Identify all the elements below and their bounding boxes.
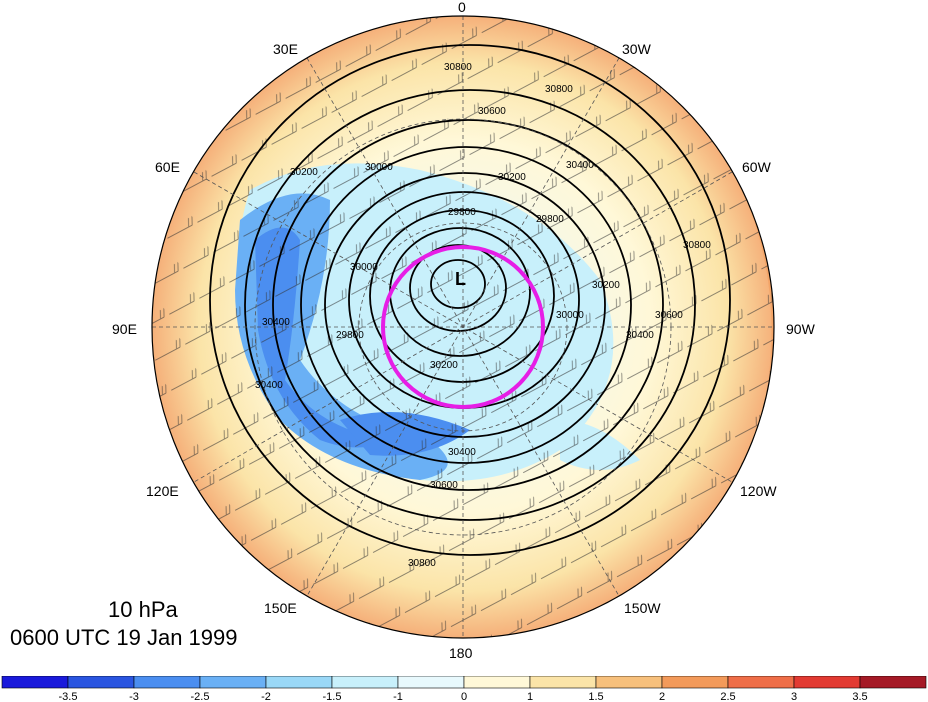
contour-label: 30200: [430, 360, 458, 371]
contour-label: 30000: [350, 262, 378, 273]
lon-label-60e: 60E: [155, 159, 180, 175]
colorbar-swatch: [1, 676, 69, 689]
colorbar-swatch: [133, 676, 201, 689]
lon-label-90e: 90E: [112, 321, 137, 337]
contour-label: 30400: [448, 447, 476, 458]
pressure-level-title: 10 hPa: [108, 597, 178, 622]
colorbar-tick-label: 3.5: [852, 691, 867, 702]
map-boundary: [151, 15, 775, 639]
contour-label: 30800: [408, 558, 436, 569]
contour-label: 30400: [626, 330, 654, 341]
contour-label: 29800: [336, 330, 364, 341]
colorbar-swatch: [331, 676, 399, 689]
contour-label: 30600: [430, 480, 458, 491]
contour-label: 30600: [478, 106, 506, 117]
colorbar-swatch: [859, 676, 927, 689]
lon-label-150e: 150E: [264, 600, 297, 616]
colorbar-tick-label: 1: [527, 691, 533, 702]
contour-label: 30200: [290, 167, 318, 178]
colorbar-swatch: [265, 676, 333, 689]
contour-label: 30800: [545, 84, 573, 95]
colorbar-tick-label: -2.5: [191, 691, 210, 702]
contour-label: 30200: [498, 172, 526, 183]
colorbar-swatch: [529, 676, 597, 689]
lon-label-150w: 150W: [624, 600, 661, 616]
colorbar-tick-label: -2: [261, 691, 271, 702]
colorbar-swatch: [595, 676, 663, 689]
colorbar: -3.5 -3 -2.5 -2 -1.5 -1 0 1 1.5 2 2.5 3 3.5: [1, 676, 927, 702]
colorbar-tick-label: -1: [393, 691, 403, 702]
shaded-field: [152, 16, 774, 638]
contour-label: 30400: [566, 160, 594, 171]
contour-label: 30000: [556, 310, 584, 321]
colorbar-swatch: [397, 676, 465, 689]
contour-label: 30200: [592, 280, 620, 291]
low-center-label: L: [455, 269, 466, 289]
colorbar-tick-label: 0: [461, 691, 467, 702]
vortex-highlight-circle: [381, 245, 545, 409]
lon-label-0: 0: [458, 0, 466, 15]
contour-label: 30400: [255, 380, 283, 391]
lon-label-30e: 30E: [273, 41, 298, 57]
lon-label-30w: 30W: [622, 41, 651, 57]
colorbar-tick-label: 3: [791, 691, 797, 702]
contour-label-group: 30800 30800 30600 30400 30200 30000 2980…: [255, 62, 711, 569]
contour-label: 30800: [444, 62, 472, 73]
colorbar-tick-label: -1.5: [323, 691, 342, 702]
contour-label: 29800: [448, 207, 476, 218]
contour-label: 30600: [655, 310, 683, 321]
contour-label: 30000: [365, 162, 393, 173]
colorbar-swatch: [463, 676, 531, 689]
colorbar-swatch: [199, 676, 267, 689]
contour-label: 30400: [262, 317, 290, 328]
colorbar-swatch: [661, 676, 729, 689]
colorbar-tick-label: -3.5: [59, 691, 78, 702]
colorbar-tick-label: 1.5: [588, 691, 603, 702]
colorbar-tick-label: 2.5: [720, 691, 735, 702]
contour-label: 30800: [683, 240, 711, 251]
height-contours: [209, 44, 731, 556]
colorbar-tick-label: 2: [659, 691, 665, 702]
lon-label-90w: 90W: [786, 321, 815, 337]
lon-label-120e: 120E: [146, 483, 179, 499]
lon-label-120w: 120W: [740, 483, 777, 499]
colorbar-swatch: [727, 676, 795, 689]
contour-label: 29800: [536, 214, 564, 225]
lon-label-180: 180: [449, 645, 473, 661]
lon-label-60w: 60W: [742, 159, 771, 175]
colorbar-swatch: [67, 676, 135, 689]
graticule: [152, 16, 774, 638]
colorbar-swatch: [793, 676, 861, 689]
valid-time-title: 0600 UTC 19 Jan 1999: [10, 625, 238, 650]
colorbar-tick-label: -3: [129, 691, 139, 702]
